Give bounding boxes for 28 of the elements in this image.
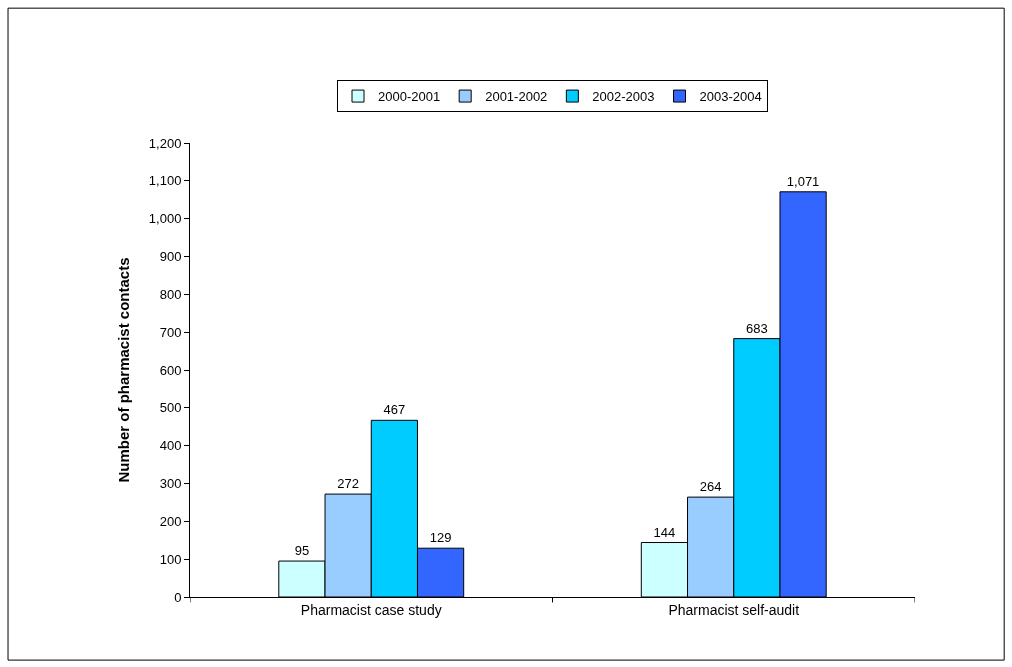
y-tick-label: 400 xyxy=(159,438,182,454)
data-label: 264 xyxy=(699,479,722,495)
y-tick-label: 500 xyxy=(159,400,182,416)
y-tick-label: 100 xyxy=(159,551,182,567)
legend-label: 2002-2003 xyxy=(592,89,655,105)
legend-label: 2000-2001 xyxy=(378,89,441,105)
data-label: 129 xyxy=(429,530,452,546)
y-tick-label: 700 xyxy=(159,324,182,340)
x-tick-label: Pharmacist self-audit xyxy=(668,601,800,618)
data-label: 272 xyxy=(337,476,359,492)
y-tick-label: 900 xyxy=(159,249,182,265)
y-tick-label: 1,200 xyxy=(148,135,182,151)
data-label: 683 xyxy=(746,320,768,336)
y-tick-label: 600 xyxy=(159,362,182,378)
legend-label: 2003-2004 xyxy=(699,89,762,105)
y-tick-label: 1,100 xyxy=(148,173,182,189)
legend-label: 2001-2002 xyxy=(485,89,548,105)
data-label: 144 xyxy=(653,524,676,540)
y-tick-label: 0 xyxy=(174,589,182,605)
y-axis-title: Number of pharmacist contacts xyxy=(115,257,133,483)
data-label: 95 xyxy=(294,543,310,559)
data-label: 1,071 xyxy=(786,173,820,189)
y-tick-label: 200 xyxy=(159,513,182,529)
y-tick-label: 800 xyxy=(159,286,182,302)
y-tick-label: 300 xyxy=(159,476,182,492)
y-tick-label: 1,000 xyxy=(148,211,182,227)
data-label: 467 xyxy=(383,402,406,418)
x-tick-label: Pharmacist case study xyxy=(300,601,442,618)
